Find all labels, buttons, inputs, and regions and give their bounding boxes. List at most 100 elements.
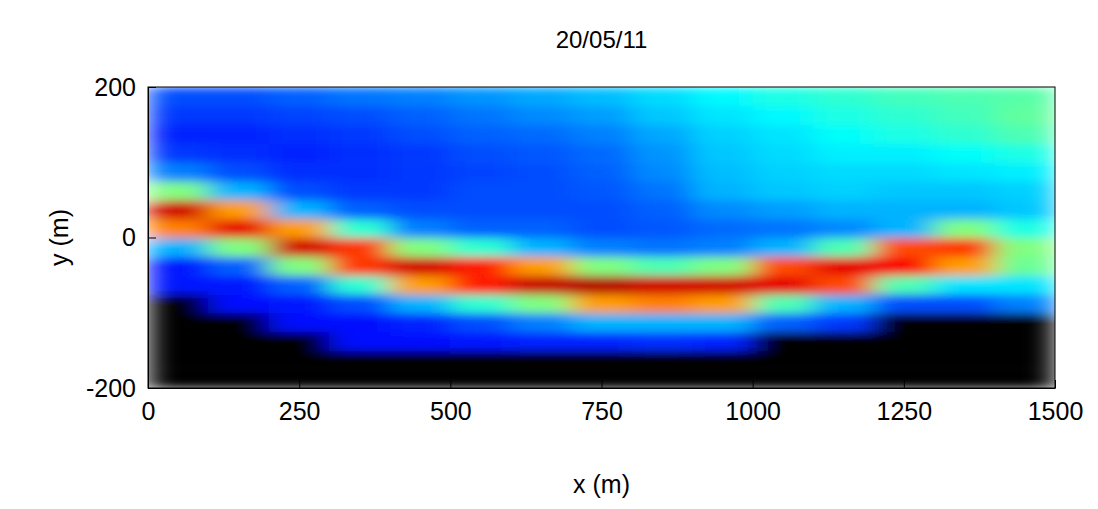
heatmap-cell [511, 181, 572, 200]
heatmap-cell [874, 332, 935, 351]
heatmap-cell [450, 181, 511, 200]
heatmap-cell [269, 332, 330, 351]
heatmap-cell [934, 181, 995, 200]
heatmap-cell [995, 143, 1055, 162]
heatmap-cell [208, 125, 269, 144]
heatmap-cell [813, 162, 874, 181]
heatmap-cell [995, 106, 1055, 125]
heatmap-cell [450, 275, 511, 294]
heatmap-cell [632, 238, 693, 257]
heatmap-cell [148, 181, 209, 200]
heatmap-cell [632, 256, 693, 275]
heatmap-cell [450, 238, 511, 257]
heatmap-cell [753, 219, 814, 238]
plot-area [148, 87, 1055, 388]
heatmap-cell [632, 162, 693, 181]
heatmap-cell [208, 106, 269, 125]
heatmap-cell [390, 106, 451, 125]
heatmap-cell [632, 106, 693, 125]
x-tick: 750 [581, 380, 623, 425]
heatmap-cell [874, 181, 935, 200]
heatmap-cell [511, 106, 572, 125]
heatmap-cell [390, 87, 451, 106]
y-axis-title: y (m) [45, 209, 73, 266]
y-tick-label: 0 [122, 223, 136, 251]
heatmap-cell [632, 294, 693, 313]
heatmap-cell [511, 143, 572, 162]
heatmap-cell [995, 125, 1055, 144]
heatmap-cell [511, 294, 572, 313]
heatmap-cell [571, 219, 632, 238]
heatmap-cell [390, 200, 451, 219]
heatmap-cell [571, 275, 632, 294]
heatmap-cell [148, 238, 209, 257]
heatmap-cell [390, 369, 451, 388]
heatmap-cell [995, 350, 1055, 369]
heatmap-cell [390, 181, 451, 200]
y-tick-mark [148, 388, 156, 389]
heatmap-cell [692, 238, 753, 257]
heatmap-cell [874, 87, 935, 106]
heatmap-cell [148, 106, 209, 125]
heatmap-cell [874, 200, 935, 219]
heatmap-cell [269, 369, 330, 388]
heatmap-cell [450, 106, 511, 125]
heatmap-cell [934, 87, 995, 106]
heatmap-cell [632, 219, 693, 238]
heatmap-cell [692, 106, 753, 125]
heatmap-cell [692, 332, 753, 351]
heatmap-cell [571, 350, 632, 369]
heatmap-cell [692, 313, 753, 332]
heatmap-cell [753, 200, 814, 219]
heatmap-cell [632, 313, 693, 332]
x-tick-label: 1500 [1028, 397, 1084, 425]
heatmap-cell [813, 125, 874, 144]
heatmap-cell [571, 294, 632, 313]
heatmap-cell [511, 200, 572, 219]
heatmap-cell [571, 256, 632, 275]
heatmap-cell [692, 125, 753, 144]
x-tick-mark [450, 380, 451, 388]
x-tick: 1000 [725, 380, 781, 425]
x-tick: 500 [430, 380, 472, 425]
heatmap-cell [511, 332, 572, 351]
heatmap-cell [813, 87, 874, 106]
heatmap-cell [450, 200, 511, 219]
x-tick-label: 750 [581, 397, 623, 425]
heatmap-cell [571, 200, 632, 219]
heatmap-cell [995, 219, 1055, 238]
heatmap-cell [148, 162, 209, 181]
x-tick-mark [904, 380, 905, 388]
heatmap-cell [813, 200, 874, 219]
heatmap-cell [874, 313, 935, 332]
heatmap-cell [208, 219, 269, 238]
heatmap-cell [329, 162, 390, 181]
heatmap-cell [390, 313, 451, 332]
heatmap-cell [692, 200, 753, 219]
heatmap-cell [995, 200, 1055, 219]
heatmap-cell [692, 181, 753, 200]
heatmap-cell [208, 275, 269, 294]
x-axis: 0250500750100012501500 [142, 380, 1084, 425]
heatmap-cell [571, 106, 632, 125]
heatmap-cell [753, 87, 814, 106]
heatmap-cell [934, 313, 995, 332]
y-tick: 0 [122, 223, 156, 251]
heatmap-cell [329, 181, 390, 200]
heatmap-cell [874, 125, 935, 144]
heatmap-cell [329, 294, 390, 313]
heatmap-cell [692, 369, 753, 388]
heatmap-cell [874, 238, 935, 257]
y-tick: 200 [94, 73, 156, 101]
heatmap-cell [450, 125, 511, 144]
heatmap-cell [208, 332, 269, 351]
heatmap-cell [208, 181, 269, 200]
heatmap-cell [148, 369, 209, 388]
heatmap-cell [995, 313, 1055, 332]
heatmap-cell [753, 181, 814, 200]
heatmap-cell [329, 219, 390, 238]
heatmap-cell [269, 125, 330, 144]
heatmap-cell [269, 275, 330, 294]
heatmap-cell [874, 162, 935, 181]
heatmap-cell [692, 294, 753, 313]
